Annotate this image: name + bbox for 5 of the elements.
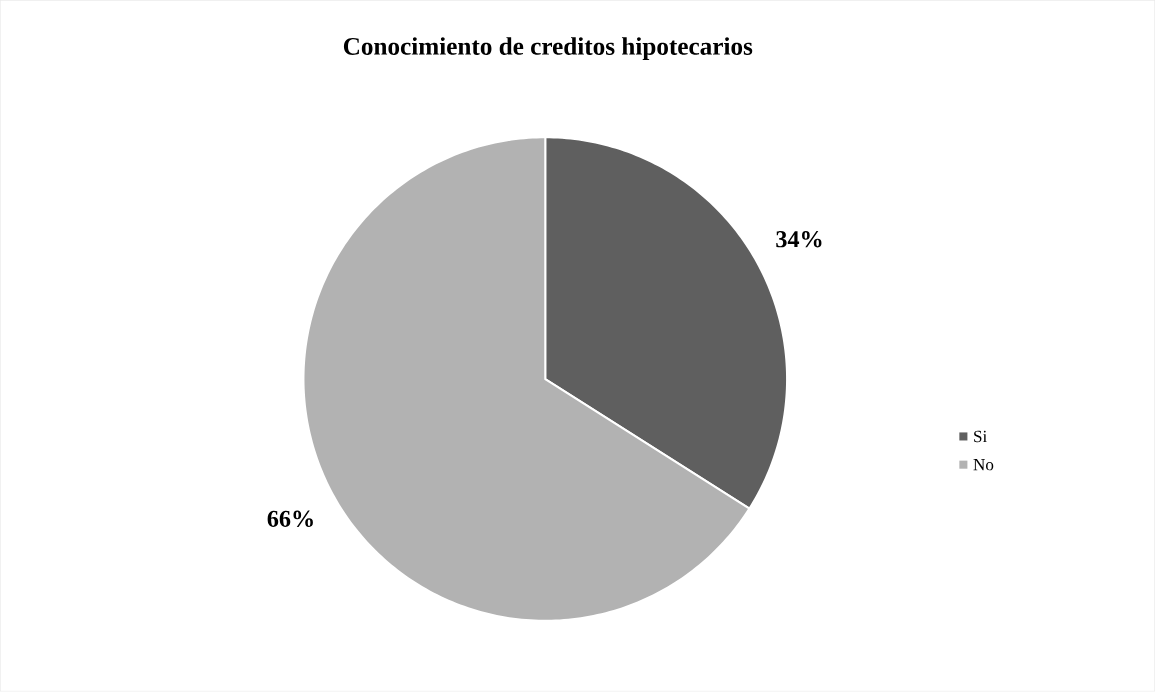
legend-label: No (973, 459, 994, 471)
data-label: 66% (267, 510, 313, 528)
data-label: 34% (776, 231, 822, 248)
legend-label: Si (974, 430, 987, 443)
chart-title: Conocimiento de creditos hipotecarios (343, 37, 753, 61)
